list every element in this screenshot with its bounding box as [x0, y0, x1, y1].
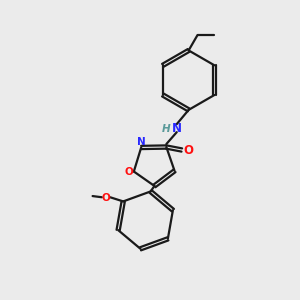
- Text: N: N: [137, 137, 146, 147]
- Text: O: O: [102, 193, 110, 203]
- Text: N: N: [172, 122, 182, 135]
- Text: H: H: [162, 124, 170, 134]
- Text: O: O: [124, 167, 133, 176]
- Text: O: O: [184, 143, 194, 157]
